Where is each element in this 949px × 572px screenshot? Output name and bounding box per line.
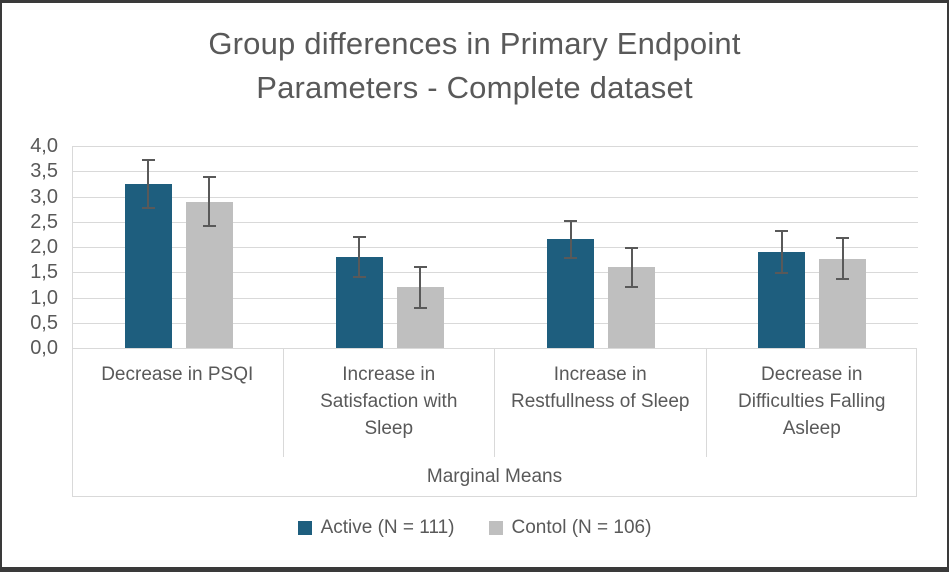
errorbar-cap (625, 246, 639, 249)
errorbar-cap (836, 278, 850, 281)
x-axis-title: Marginal Means (426, 466, 563, 487)
errorbar-cap (202, 175, 216, 178)
gridline (73, 297, 918, 299)
x-axis-title-row: Marginal Means (72, 457, 917, 497)
errorbar-cap (352, 275, 366, 278)
errorbar-cap (775, 271, 789, 274)
gridline (73, 171, 918, 173)
errorbar-series0-cat1 (358, 237, 361, 277)
category-label-0: Decrease in PSQI (101, 364, 254, 385)
errorbar-series1-cat2 (630, 247, 633, 287)
legend-label: Contol (N = 106) (511, 517, 652, 538)
errorbar-cap (564, 219, 578, 222)
legend-swatch-icon (297, 521, 312, 535)
y-tick-label: 2,5 (30, 210, 58, 233)
chart-title-line-1: Group differences in Primary Endpoint (208, 26, 741, 61)
category-label-1: Increase in Satisfaction with Sleep (282, 348, 495, 457)
y-tick-label: 1,0 (30, 286, 58, 309)
errorbar-series0-cat3 (780, 231, 783, 273)
plot-area (72, 146, 918, 348)
gridline (73, 196, 918, 198)
errorbar-cap (352, 236, 366, 239)
errorbar-cap (202, 225, 216, 228)
errorbar-cap (413, 266, 427, 269)
y-tick-label: 4,0 (30, 135, 58, 157)
errorbar-series1-cat0 (208, 176, 211, 227)
legend-item-0: Active (N = 111) (297, 517, 455, 539)
y-tick-label: 2,0 (30, 236, 58, 258)
errorbar-cap (775, 230, 789, 233)
category-label-3: Decrease in Difficulties Falling Asleep (705, 348, 918, 457)
category-axis-labels: Decrease in PSQI Increase in Satisfaction… (72, 348, 917, 457)
legend-swatch-icon (488, 521, 503, 535)
gridline (73, 221, 918, 223)
errorbar-series1-cat3 (841, 237, 844, 280)
errorbar-series0-cat2 (569, 220, 572, 259)
errorbar-cap (141, 158, 155, 161)
category-label-2: Increase in Restfullness of Sleep (494, 348, 706, 457)
y-tick-label: 0,0 (30, 337, 58, 359)
y-axis-tick-labels: 0,0 0,5 1,0 1,5 2,0 2,5 3,0 3,5 4,0 (2, 3, 58, 567)
bar-series0-cat0 (124, 183, 172, 348)
errorbar-cap (836, 236, 850, 239)
legend-label: Active (N = 111) (320, 517, 455, 538)
gridline (73, 272, 918, 274)
chart-title-line-2: Parameters - Complete dataset (256, 70, 693, 105)
legend-item-1: Contol (N = 106) (488, 517, 652, 539)
errorbar-series0-cat0 (147, 159, 150, 209)
y-tick-label: 3,5 (30, 160, 58, 183)
errorbar-cap (413, 306, 427, 309)
errorbar-cap (625, 285, 639, 288)
errorbar-series1-cat1 (419, 267, 422, 308)
y-tick-label: 1,5 (30, 261, 58, 284)
y-tick-label: 3,0 (30, 185, 58, 208)
gridline (73, 322, 918, 324)
chart-title: Group differences in Primary Endpoint Pa… (2, 22, 947, 110)
y-tick-label: 0,5 (30, 311, 58, 334)
errorbar-cap (564, 257, 578, 260)
gridline (73, 247, 918, 248)
errorbar-cap (141, 207, 155, 210)
gridline (73, 146, 918, 147)
legend: Active (N = 111) Contol (N = 106) (2, 517, 947, 539)
